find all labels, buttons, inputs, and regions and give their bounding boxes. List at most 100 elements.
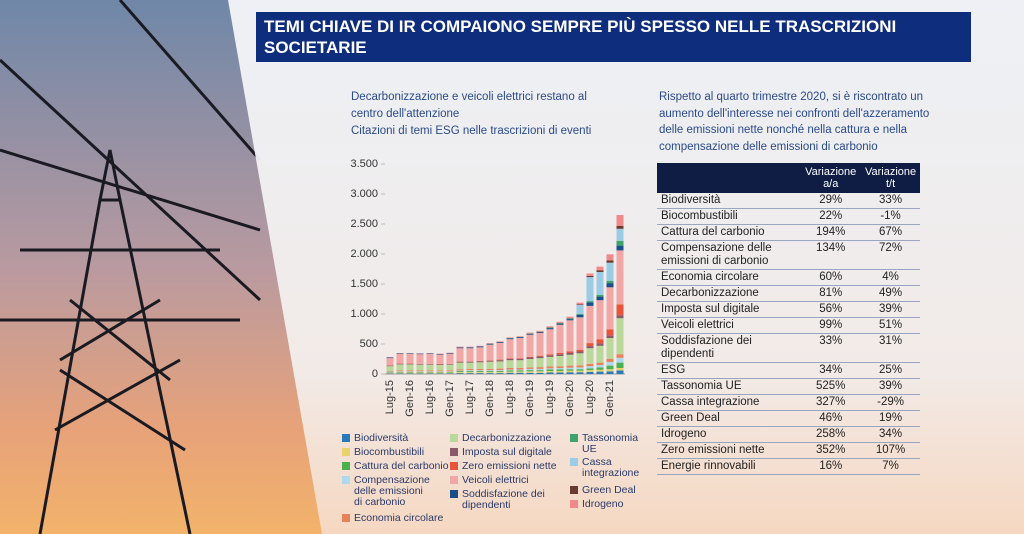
y-tick-label: 500 bbox=[360, 338, 378, 350]
title: TEMI CHIAVE DI IR COMPAIONO SEMPRE PIÙ S… bbox=[256, 12, 971, 62]
legend-item: Economia circolare bbox=[342, 513, 452, 524]
legend-swatch bbox=[342, 434, 350, 442]
bar-segment bbox=[416, 354, 424, 364]
bar-segment bbox=[406, 353, 414, 364]
bar-segment bbox=[386, 373, 394, 374]
bar-segment bbox=[606, 287, 614, 330]
bar-segment bbox=[606, 280, 614, 284]
legend-item: Soddisfazione dei dipendenti bbox=[450, 489, 560, 511]
table-value: 134% bbox=[800, 240, 862, 270]
bar-segment bbox=[586, 302, 594, 306]
table-value: 31% bbox=[861, 333, 920, 363]
bar-segment bbox=[466, 370, 474, 371]
bar-segment bbox=[446, 353, 454, 364]
bar-segment bbox=[486, 360, 494, 361]
bar-segment bbox=[406, 371, 414, 373]
bar-segment bbox=[566, 316, 574, 319]
bar-segment bbox=[456, 369, 464, 371]
bar-segment bbox=[596, 300, 604, 340]
bar-segment bbox=[386, 372, 394, 374]
table-value: 39% bbox=[861, 378, 920, 395]
x-tick-label: Lug-17 bbox=[464, 380, 476, 414]
bar-segment bbox=[486, 361, 494, 369]
bar-segment bbox=[596, 296, 604, 301]
bar-segment bbox=[386, 365, 394, 367]
bar-segment bbox=[586, 363, 594, 367]
bar-segment bbox=[576, 349, 584, 352]
bar-segment bbox=[396, 370, 404, 372]
bar-segment bbox=[456, 348, 464, 362]
bar-segment bbox=[486, 370, 494, 371]
bar-segment bbox=[456, 362, 464, 370]
bar-segment bbox=[486, 343, 494, 345]
legend-label: Compensazione delle emissioni di carboni… bbox=[354, 474, 430, 508]
legend-item: Decarbonizzazione bbox=[450, 433, 560, 444]
table-value: 72% bbox=[861, 240, 920, 270]
bar-segment bbox=[416, 371, 424, 373]
table-value: 34% bbox=[800, 362, 862, 379]
legend-swatch bbox=[570, 434, 578, 442]
bar-segment bbox=[436, 370, 444, 372]
table-row: ESG 34% 25% bbox=[657, 362, 920, 379]
bar-segment bbox=[426, 371, 434, 372]
legend-swatch bbox=[450, 476, 458, 484]
table-value: 29% bbox=[800, 193, 862, 209]
bar-segment bbox=[566, 353, 574, 355]
table-value: 46% bbox=[800, 410, 862, 427]
bar-segment bbox=[466, 346, 474, 348]
bar-segment bbox=[566, 354, 574, 366]
bar-segment bbox=[606, 359, 614, 362]
table-value: 39% bbox=[861, 301, 920, 318]
bar-segment bbox=[436, 364, 444, 365]
bar-segment bbox=[516, 371, 524, 373]
y-tick-label: 0 bbox=[372, 368, 378, 380]
bar-segment bbox=[446, 364, 454, 365]
bar-segment bbox=[586, 346, 594, 349]
bar-segment bbox=[506, 371, 514, 373]
bar-segment bbox=[556, 354, 564, 356]
bar-segment bbox=[606, 254, 614, 261]
bar-segment bbox=[556, 353, 564, 355]
y-tick-label: 1.000 bbox=[350, 308, 378, 320]
bar-segment bbox=[536, 372, 544, 374]
bar-segment bbox=[486, 360, 494, 362]
row-label: Biodiversità bbox=[657, 193, 801, 209]
x-tick-label: Lug-18 bbox=[504, 380, 516, 414]
bar-segment bbox=[536, 370, 544, 372]
bar-segment bbox=[476, 347, 484, 362]
x-tick-label: Gen-17 bbox=[444, 380, 456, 417]
table-value: 525% bbox=[800, 378, 862, 395]
bar-segment bbox=[606, 283, 614, 288]
bar-segment bbox=[466, 362, 474, 369]
bar-segment bbox=[496, 368, 504, 371]
row-label: Compensazione delle emissioni di carboni… bbox=[657, 240, 801, 270]
bar-segment bbox=[616, 368, 624, 371]
row-label: Veicoli elettrici bbox=[657, 317, 801, 334]
bar-segment bbox=[456, 370, 464, 371]
bar-segment bbox=[426, 372, 434, 374]
bar-segment bbox=[606, 329, 614, 336]
bar-segment bbox=[596, 369, 604, 372]
bar-segment bbox=[496, 360, 504, 362]
bar-segment bbox=[576, 317, 584, 350]
table-value: 60% bbox=[800, 269, 862, 286]
table-row: Green Deal 46% 19% bbox=[657, 410, 920, 427]
bar-segment bbox=[486, 371, 494, 372]
bar-segment bbox=[566, 319, 574, 321]
bar-segment bbox=[556, 324, 564, 353]
bar-segment bbox=[536, 356, 544, 359]
bar-segment bbox=[546, 354, 554, 356]
bar-segment bbox=[616, 357, 624, 363]
bar-segment bbox=[426, 371, 434, 373]
bar-segment bbox=[606, 365, 614, 370]
bar-segment bbox=[496, 341, 504, 343]
bar-segment bbox=[516, 370, 524, 372]
table-row: Veicoli elettrici 99% 51% bbox=[657, 317, 920, 334]
bar-segment bbox=[406, 363, 414, 365]
y-tick-label: 1.500 bbox=[350, 278, 378, 290]
bar-segment bbox=[446, 370, 454, 372]
legend-label: Veicoli elettrici bbox=[462, 474, 529, 486]
bar-segment bbox=[566, 320, 574, 352]
pylon bbox=[0, 0, 262, 534]
table: Variazione a/a Variazione t/t Biodiversità… bbox=[657, 163, 920, 475]
